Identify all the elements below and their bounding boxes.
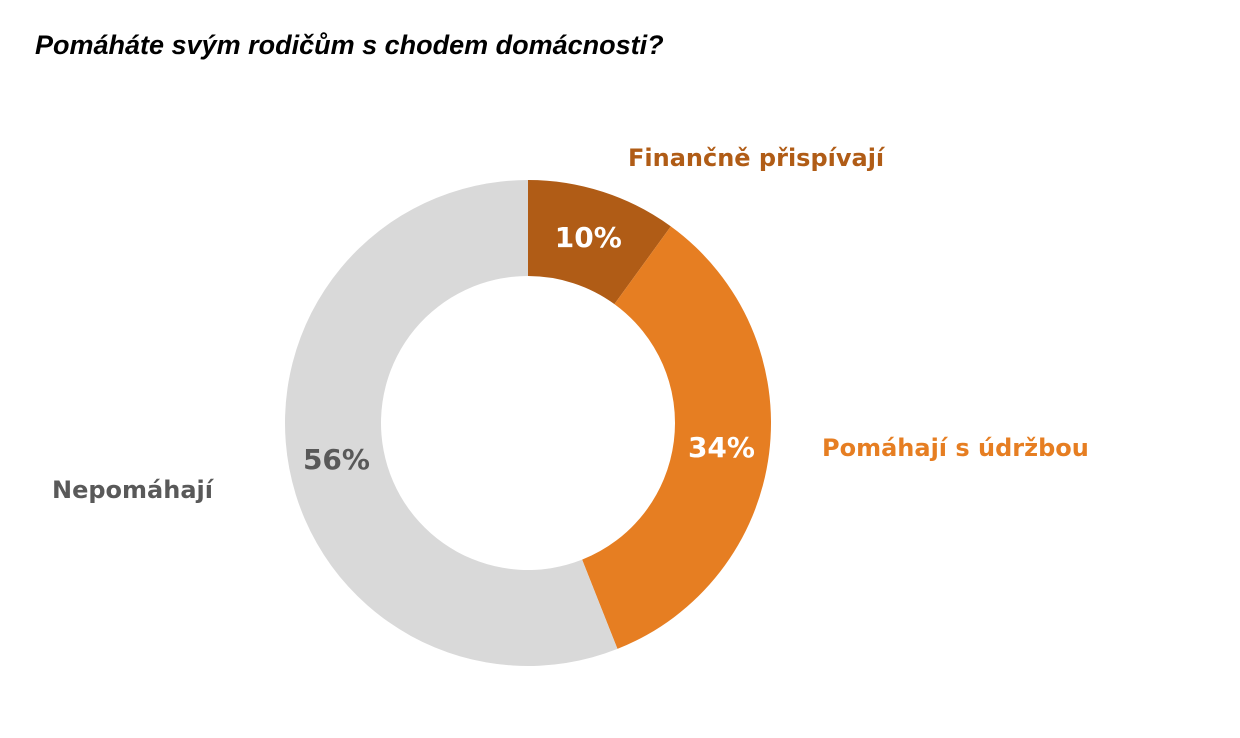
donut-slice — [582, 226, 771, 649]
donut-slice — [528, 180, 671, 305]
slice-category-label: Finančně přispívají — [628, 144, 886, 172]
slice-category-label: Pomáhají s údržbou — [822, 434, 1089, 462]
slice-category-label: Nepomáhají — [52, 476, 215, 504]
slice-value-label: 34% — [688, 431, 755, 464]
slice-value-label: 56% — [303, 443, 370, 476]
page-title: Pomáháte svým rodičům s chodem domácnost… — [35, 30, 664, 60]
slice-value-label: 10% — [555, 221, 622, 254]
slices-layer — [284, 180, 771, 667]
donut-slice — [284, 180, 618, 667]
labels-layer: 10% Finančně přispívají 34% Pomáhají s údrž… — [52, 144, 1089, 504]
